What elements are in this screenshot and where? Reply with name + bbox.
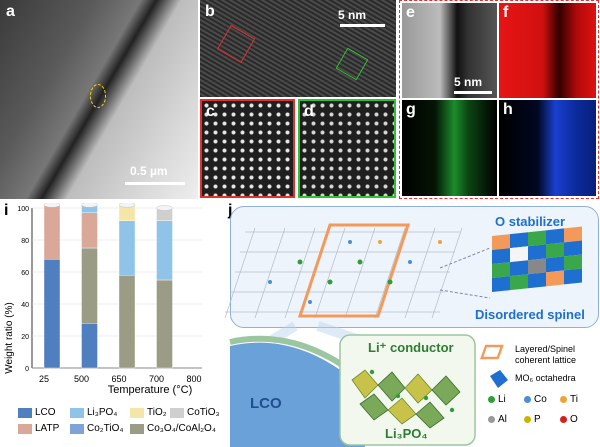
legend-label: CoTiO₃ bbox=[187, 407, 220, 418]
panel-c-zoom: c bbox=[200, 99, 295, 198]
legend-swatch bbox=[130, 423, 144, 434]
atom-dot bbox=[560, 416, 567, 423]
x-tick-label: 650 bbox=[111, 374, 126, 384]
bar-top bbox=[81, 203, 98, 208]
legend-item: LATP bbox=[18, 423, 59, 434]
x-tick-label: 500 bbox=[74, 374, 89, 384]
panel-label-f: f bbox=[503, 4, 509, 21]
legend-swatch bbox=[70, 407, 84, 418]
scale-text-b: 5 nm bbox=[338, 8, 367, 22]
panel-e-haadf: e 5 nm bbox=[402, 3, 497, 98]
li3po4-label: Li₃PO₄ bbox=[385, 426, 428, 441]
legend-label: Co₂TiO₄ bbox=[87, 423, 124, 434]
panel-g-eds-green: g bbox=[402, 100, 497, 196]
legend-label: Co₃O₄/CoAl₂O₄ bbox=[147, 423, 216, 434]
scale-text-e: 5 nm bbox=[454, 75, 483, 89]
scale-bar-b bbox=[340, 24, 385, 27]
chart-legend: LCO Li₃PO₄ TiO₂ CoTiO₃ LATP Co₂TiO₄ Co₃O₄/CoAl… bbox=[18, 407, 220, 447]
atom-legend-item: Al bbox=[488, 414, 507, 425]
panel-d-zoom: d bbox=[298, 99, 396, 198]
legend-lattice-label: Layered/Spinel coherent lattice bbox=[515, 344, 577, 365]
eds-dashed-frame bbox=[399, 0, 599, 199]
y-tick-label: 60 bbox=[21, 270, 29, 277]
panel-b-hrtem: b 5 nm bbox=[200, 0, 396, 97]
chart-x-axis-label: Temperature (°C) bbox=[108, 384, 192, 396]
legend-label: LATP bbox=[35, 423, 60, 434]
y-tick-label: 0 bbox=[25, 366, 29, 373]
lattice-legend-swatch bbox=[479, 344, 504, 360]
legend-item: CoTiO₃ bbox=[170, 407, 220, 418]
atom-dot bbox=[560, 396, 567, 403]
atom-label: Al bbox=[498, 414, 507, 425]
atom-legend-item: O bbox=[560, 414, 578, 425]
atom-dot bbox=[524, 416, 531, 423]
coherent-lattice-outline bbox=[297, 223, 411, 318]
lco-label: LCO bbox=[250, 395, 282, 412]
scale-text-a: 0.5 µm bbox=[130, 164, 168, 178]
panel-label-j: j bbox=[228, 202, 233, 219]
weight-ratio-bar-chart: Weight ratio (%) Temperature (°C) 0 20 40 6… bbox=[4, 203, 202, 396]
disordered-spinel-label: Disordered spinel bbox=[475, 307, 585, 322]
legend-item: LCO bbox=[18, 407, 56, 418]
legend-item: Li₃PO₄ bbox=[70, 407, 117, 418]
atom-legend-item: Co bbox=[524, 394, 547, 405]
bar-top bbox=[156, 205, 173, 211]
atom-dot bbox=[524, 396, 531, 403]
atom-legend-item: Ti bbox=[560, 394, 578, 405]
legend-swatch bbox=[18, 423, 32, 434]
li3po4-polyhedra bbox=[351, 369, 461, 429]
legend-swatch bbox=[130, 407, 144, 418]
scale-bar-e bbox=[454, 91, 492, 94]
li-conductor-label: Li⁺ conductor bbox=[368, 340, 454, 355]
atom-legend-item: P bbox=[524, 414, 541, 425]
y-tick-label: 80 bbox=[21, 238, 29, 245]
octahedra-legend-icon bbox=[490, 370, 508, 388]
x-tick-label: 25 bbox=[39, 374, 49, 384]
atom-dot bbox=[488, 416, 495, 423]
x-tick-label: 700 bbox=[149, 374, 164, 384]
bar-top bbox=[118, 203, 136, 208]
panel-label-i: i bbox=[4, 202, 9, 219]
panel-h-eds-blue: h bbox=[499, 100, 596, 196]
disordered-spinel-blocks bbox=[492, 226, 582, 292]
scale-bar-a bbox=[125, 182, 185, 185]
y-tick-label: 20 bbox=[21, 334, 29, 341]
legend-label: Li₃PO₄ bbox=[87, 407, 118, 418]
lco-particle bbox=[230, 342, 365, 447]
legend-swatch bbox=[170, 407, 184, 418]
dashed-circle-marker bbox=[90, 84, 106, 108]
panel-label-e: e bbox=[406, 4, 415, 21]
panel-label-g: g bbox=[406, 101, 416, 118]
panel-a-tem-image: a 0.5 µm bbox=[0, 0, 198, 199]
bar-top bbox=[43, 203, 61, 208]
legend-item: Co₂TiO₄ bbox=[70, 423, 123, 434]
panel-label-h: h bbox=[503, 101, 513, 118]
panel-label-d: d bbox=[304, 103, 314, 120]
legend-item: Co₃O₄/CoAl₂O₄ bbox=[130, 423, 216, 434]
chart-y-axis-label: Weight ratio (%) bbox=[4, 302, 15, 374]
legend-swatch bbox=[18, 407, 32, 418]
atom-label: Co bbox=[534, 394, 547, 405]
y-tick-label: 100 bbox=[17, 206, 29, 213]
panel-label-c: c bbox=[206, 103, 215, 120]
legend-octahedra-label: MO₆ octahedra bbox=[515, 373, 576, 383]
legend-item: TiO₂ bbox=[130, 407, 167, 418]
o-stabilizer-label: O stabilizer bbox=[495, 214, 566, 229]
x-tick-label: 800 bbox=[186, 374, 201, 384]
atom-legend: Li Co Ti Al P O bbox=[488, 394, 598, 444]
atom-legend-item: Li bbox=[488, 394, 506, 405]
legend-label: TiO₂ bbox=[147, 407, 167, 418]
panel-label-a: a bbox=[6, 3, 15, 20]
y-tick-label: 40 bbox=[21, 302, 29, 309]
legend-label: LCO bbox=[35, 407, 56, 418]
panel-label-b: b bbox=[205, 3, 215, 20]
atom-label: Li bbox=[498, 394, 506, 405]
atom-dot bbox=[488, 396, 495, 403]
atom-label: Ti bbox=[570, 394, 578, 405]
atom-label: P bbox=[534, 414, 541, 425]
legend-swatch bbox=[70, 423, 84, 434]
panel-f-eds-red: f bbox=[499, 3, 596, 98]
atom-label: O bbox=[570, 414, 578, 425]
